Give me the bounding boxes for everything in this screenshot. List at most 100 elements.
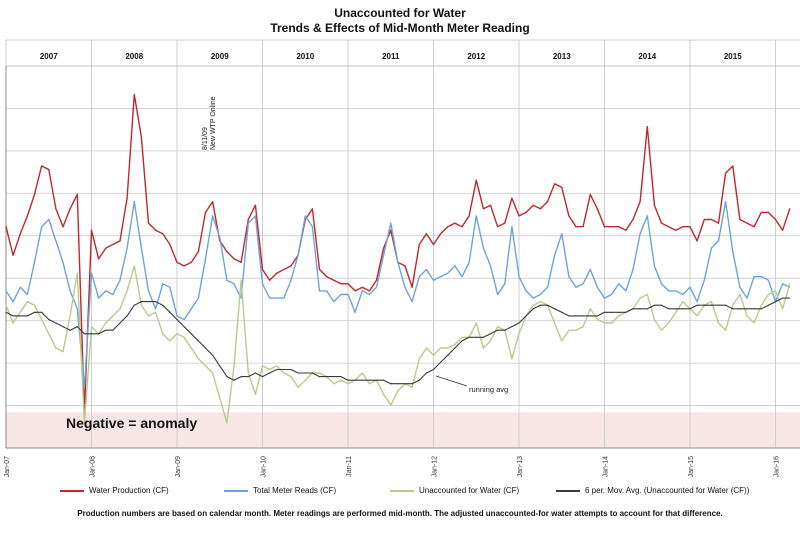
data-point [276, 365, 278, 367]
data-point [447, 347, 449, 349]
data-point [461, 340, 463, 342]
year-label: 2008 [125, 52, 143, 61]
data-point [340, 283, 342, 285]
data-point [561, 340, 563, 342]
data-point [511, 197, 513, 199]
data-point [603, 311, 606, 313]
data-point [62, 326, 64, 328]
data-point [632, 308, 634, 310]
data-point [347, 383, 349, 385]
data-point [219, 365, 221, 367]
data-point [83, 333, 85, 335]
data-point [489, 333, 492, 335]
legend-swatch [556, 489, 580, 492]
data-point [675, 308, 677, 310]
data-point [368, 293, 370, 296]
data-point [290, 265, 292, 267]
x-tick-label: Jan-09 [175, 456, 182, 478]
data-point [561, 233, 563, 235]
data-point [133, 304, 135, 306]
data-point [76, 326, 78, 328]
data-point [19, 315, 21, 317]
data-point [774, 218, 777, 221]
series-line [5, 201, 791, 388]
data-point [753, 226, 755, 228]
data-point [746, 297, 748, 299]
year-label: 2009 [211, 52, 229, 61]
data-point [333, 375, 335, 378]
data-point [660, 222, 663, 224]
data-point [568, 315, 570, 317]
data-point [625, 311, 627, 313]
data-point [297, 372, 299, 374]
data-point [283, 372, 285, 374]
data-point [69, 315, 71, 317]
data-point [347, 379, 349, 381]
data-point [147, 222, 150, 224]
data-point [675, 311, 677, 313]
data-point [169, 243, 171, 246]
data-point [375, 379, 378, 381]
data-point [575, 315, 577, 317]
data-point [48, 168, 50, 171]
data-point [717, 222, 720, 224]
data-point [546, 304, 549, 306]
data-point [304, 372, 306, 374]
data-point [596, 318, 598, 321]
data-point [140, 304, 142, 306]
data-point [33, 304, 36, 306]
data-point [318, 268, 321, 271]
data-point [789, 283, 791, 285]
data-point [176, 318, 178, 321]
data-point [411, 286, 413, 288]
data-point [668, 322, 670, 324]
data-point [283, 368, 285, 371]
data-point [703, 218, 705, 221]
data-point [411, 383, 413, 385]
data-point [247, 372, 249, 374]
data-point [326, 290, 328, 292]
data-point [76, 308, 78, 310]
data-point [461, 276, 463, 278]
data-point [155, 301, 157, 303]
data-point [83, 386, 85, 388]
data-point [333, 383, 335, 385]
data-point [432, 368, 435, 371]
legend-swatch [224, 489, 248, 492]
data-point [340, 293, 342, 296]
data-point [397, 261, 399, 263]
data-point [354, 311, 356, 313]
data-point [269, 297, 271, 299]
data-point [668, 226, 670, 228]
data-point [55, 322, 57, 324]
data-point [618, 315, 620, 317]
data-point [575, 226, 577, 228]
data-point [632, 268, 634, 271]
data-point [155, 311, 157, 313]
data-point [732, 308, 734, 310]
data-point [119, 308, 121, 310]
data-point [183, 318, 185, 321]
data-point [261, 365, 264, 367]
data-point [710, 218, 712, 221]
data-point [475, 322, 477, 324]
data-point [41, 226, 43, 228]
x-tick-label: Jan-10 [261, 456, 268, 478]
anomaly-label: Negative = anomaly [66, 415, 198, 431]
data-point [212, 372, 214, 374]
data-point [140, 247, 142, 249]
data-point [162, 233, 164, 235]
legend-label: Total Meter Reads (CF) [253, 486, 337, 495]
data-point [418, 276, 420, 278]
data-point [62, 351, 64, 353]
data-point [504, 329, 506, 331]
data-point [283, 297, 285, 299]
data-point [767, 293, 769, 296]
data-point [739, 308, 741, 310]
data-point [425, 233, 427, 235]
data-point [318, 375, 321, 378]
data-point [497, 226, 499, 228]
data-point [390, 222, 392, 224]
data-point [340, 375, 342, 378]
data-point [468, 336, 470, 338]
